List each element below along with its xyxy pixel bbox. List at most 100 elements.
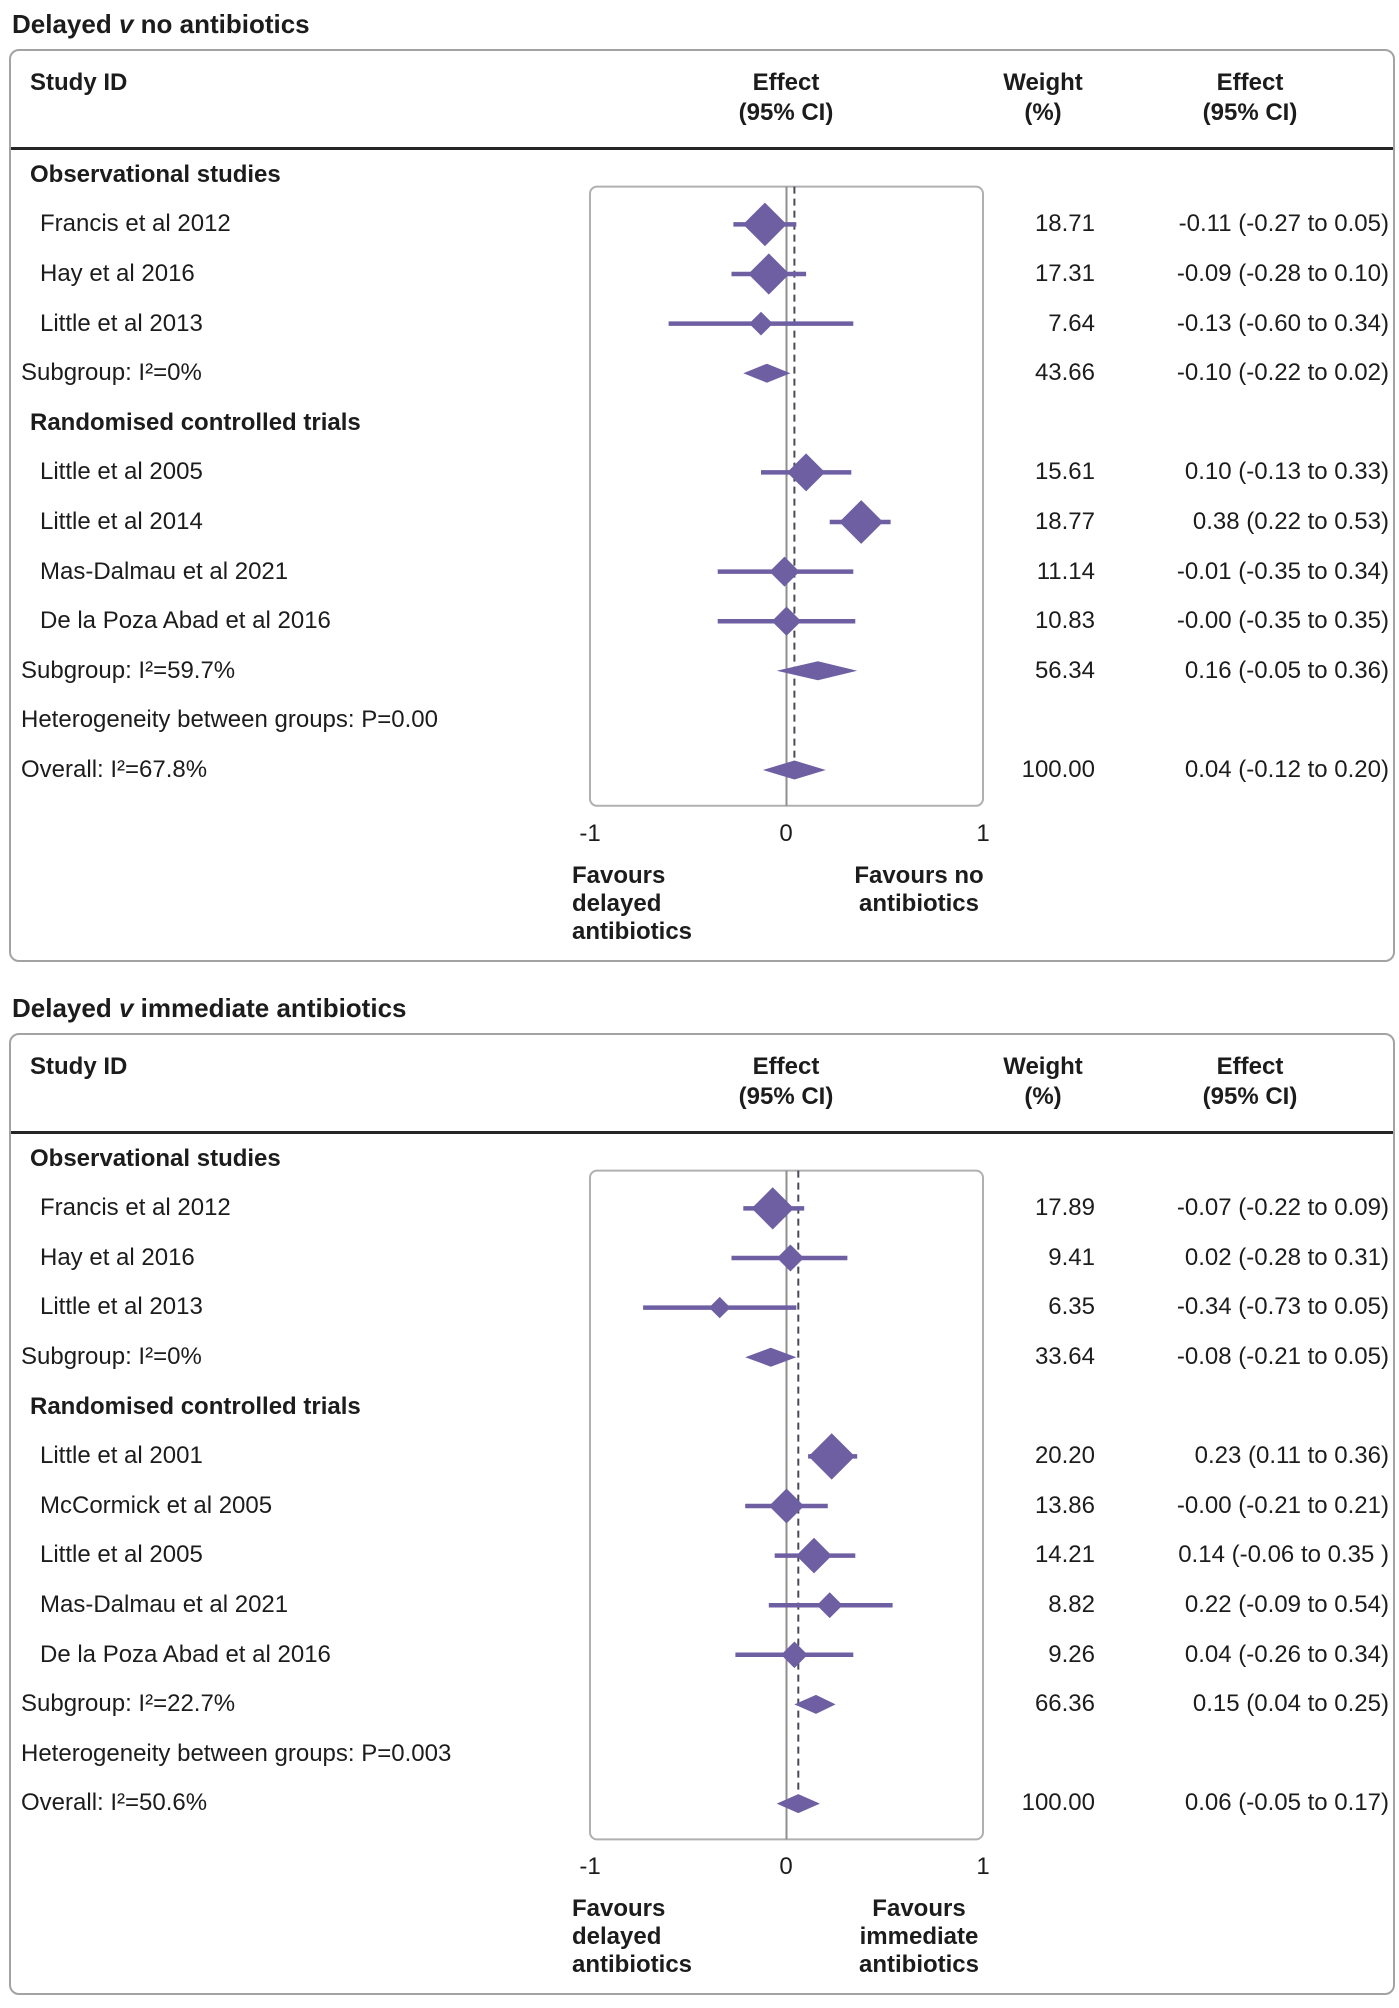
weight-value: 6.35 xyxy=(1048,1293,1095,1321)
weight-value: 8.82 xyxy=(1048,1590,1095,1618)
row-label: Overall: I²=50.6% xyxy=(21,1789,208,1817)
row-label: Subgroup: I²=0% xyxy=(21,1342,202,1370)
row-label: Subgroup: I²=22.7% xyxy=(21,1690,236,1718)
study-diamond xyxy=(768,1488,804,1524)
axis-tick-zero: 0 xyxy=(779,819,793,847)
overall-row: Overall: I²=50.6% 100.00 0.06 (-0.05 to 0.… xyxy=(11,1779,1393,1829)
effect-ci-value: -0.34 (-0.73 to 0.05) xyxy=(1176,1293,1389,1321)
header-study-id: Study ID xyxy=(30,1052,128,1080)
header-rule xyxy=(11,147,1393,150)
section-header-row: Observational studies xyxy=(11,1134,1393,1184)
weight-value: 100.00 xyxy=(1021,755,1095,783)
row-label: Overall: I²=67.8% xyxy=(21,755,208,783)
forest-plot-figure: Delayed v no antibiotics Study ID Effect… xyxy=(0,8,1399,1996)
header-rule xyxy=(11,1130,1393,1134)
panel-title-pre: Delayed xyxy=(12,9,119,39)
header-effect-ci: Effect (95% CI) xyxy=(1202,1052,1298,1110)
study-row: Little et al 2014 18.77 0.38 (0.22 to 0.53… xyxy=(11,497,1393,547)
weight-value: 17.89 xyxy=(1034,1194,1095,1222)
favours-labels: Favours delayed antibiotics Favours no a… xyxy=(11,852,1393,952)
row-label: Hay et al 2016 xyxy=(40,259,195,287)
row-label: Francis et al 2012 xyxy=(40,1194,231,1222)
panel-title-v: v xyxy=(118,9,134,39)
effect-ci-value: -0.07 (-0.22 to 0.09) xyxy=(1176,1194,1389,1222)
row-label: Little et al 2013 xyxy=(40,309,203,337)
panel-delayed-vs-no-antibiotics: Delayed v no antibiotics Study ID Effect… xyxy=(0,8,1399,962)
weight-value: 17.31 xyxy=(1034,259,1095,287)
row-label: Heterogeneity between groups: P=0.003 xyxy=(21,1739,452,1767)
row-list: Observational studies Francis et al 2012 1… xyxy=(11,150,1393,795)
effect-ci-value: -0.10 (-0.22 to 0.02) xyxy=(1176,359,1389,387)
section-header-row: Observational studies xyxy=(11,150,1393,200)
section-header-row: Randomised controlled trials xyxy=(11,398,1393,448)
effect-ci-value: 0.16 (-0.05 to 0.36) xyxy=(1184,656,1389,684)
weight-value: 9.26 xyxy=(1048,1640,1095,1668)
x-axis: -1 0 1 xyxy=(11,814,1393,852)
row-label: Observational studies xyxy=(30,1144,281,1172)
header-effect-plot: Effect (95% CI) xyxy=(738,69,834,126)
row-list: Observational studies Francis et al 2012 1… xyxy=(11,1134,1393,1828)
study-row: McCormick et al 2005 13.86 -0.00 (-0.21 to… xyxy=(11,1481,1393,1531)
panel-title-v: v xyxy=(118,992,134,1023)
study-row: De la Poza Abad et al 2016 10.83 -0.00 (-0… xyxy=(11,596,1393,646)
subgroup-row: Subgroup: I²=0% 43.66 -0.10 (-0.22 to 0.02… xyxy=(11,348,1393,398)
axis-tick-plus1: 1 xyxy=(976,819,990,847)
effect-ci-value: 0.04 (-0.26 to 0.34) xyxy=(1184,1640,1389,1668)
study-diamond xyxy=(743,202,787,247)
row-label: De la Poza Abad et al 2016 xyxy=(40,1640,331,1668)
study-row: Francis et al 2012 18.71 -0.11 (-0.27 to 0… xyxy=(11,200,1393,250)
overall-diamond xyxy=(776,1793,820,1813)
subgroup-diamond xyxy=(743,363,791,383)
weight-value: 20.20 xyxy=(1034,1442,1095,1470)
favours-right-label: Favours immediate antibiotics xyxy=(858,1895,980,1979)
subgroup-diamond xyxy=(794,1694,836,1714)
weight-value: 11.14 xyxy=(1036,557,1095,585)
effect-ci-value: 0.38 (0.22 to 0.53) xyxy=(1192,507,1389,535)
row-label: Little et al 2014 xyxy=(40,507,203,535)
panel-title-post: no antibiotics xyxy=(133,9,310,39)
header-effect-ci: Effect (95% CI) xyxy=(1202,69,1298,126)
subgroup-diamond xyxy=(776,661,858,681)
weight-value: 66.36 xyxy=(1034,1690,1095,1718)
axis-tick-zero: 0 xyxy=(779,1853,793,1881)
forest-plot-svg xyxy=(589,185,984,807)
row-label: De la Poza Abad et al 2016 xyxy=(40,607,331,635)
axis-tick-minus1: -1 xyxy=(579,1853,601,1881)
study-row: Little et al 2005 14.21 0.14 (-0.06 to 0.3… xyxy=(11,1531,1393,1581)
weight-value: 33.64 xyxy=(1034,1342,1095,1370)
forest-plot-svg xyxy=(589,1169,984,1841)
subgroup-row: Subgroup: I²=59.7% 56.34 0.16 (-0.05 to 0.… xyxy=(11,646,1393,696)
effect-ci-value: 0.14 (-0.06 to 0.35 ) xyxy=(1178,1541,1389,1569)
header-study-id: Study ID xyxy=(30,69,128,96)
study-diamond xyxy=(816,1592,843,1618)
weight-value: 18.71 xyxy=(1034,210,1095,238)
plot-area: Observational studies Francis et al 2012 1… xyxy=(11,1134,1393,1847)
header-effect-plot: Effect (95% CI) xyxy=(738,1052,834,1110)
panel-delayed-vs-immediate-antibiotics: Delayed v immediate antibiotics Study ID… xyxy=(0,992,1399,1996)
effect-ci-value: -0.00 (-0.35 to 0.35) xyxy=(1176,607,1389,635)
row-label: Mas-Dalmau et al 2021 xyxy=(40,1590,289,1618)
study-row: Hay et al 2016 17.31 -0.09 (-0.28 to 0.10) xyxy=(11,249,1393,299)
favours-right-label: Favours no antibiotics xyxy=(854,861,984,917)
overall-diamond xyxy=(762,760,826,780)
row-label: Little et al 2001 xyxy=(40,1442,203,1470)
weight-value: 15.61 xyxy=(1034,458,1095,486)
row-label: Heterogeneity between groups: P=0.00 xyxy=(21,706,438,734)
weight-value: 14.21 xyxy=(1034,1541,1095,1569)
weight-value: 56.34 xyxy=(1034,656,1095,684)
effect-ci-value: 0.10 (-0.13 to 0.33) xyxy=(1184,458,1389,486)
study-row: Little et al 2013 7.64 -0.13 (-0.60 to 0.3… xyxy=(11,299,1393,349)
effect-ci-value: 0.06 (-0.05 to 0.17) xyxy=(1184,1789,1389,1817)
effect-ci-value: -0.09 (-0.28 to 0.10) xyxy=(1176,259,1389,287)
weight-value: 13.86 xyxy=(1034,1491,1095,1519)
row-label: Little et al 2005 xyxy=(40,1541,203,1569)
subgroup-row: Subgroup: I²=0% 33.64 -0.08 (-0.21 to 0.05… xyxy=(11,1332,1393,1382)
study-row: Little et al 2001 20.20 0.23 (0.11 to 0.36… xyxy=(11,1431,1393,1481)
study-row: Little et al 2005 15.61 0.10 (-0.13 to 0.3… xyxy=(11,448,1393,498)
header-weight: Weight (%) xyxy=(1003,1052,1083,1110)
row-label: Francis et al 2012 xyxy=(40,210,231,238)
study-row: Little et al 2013 6.35 -0.34 (-0.73 to 0.0… xyxy=(11,1283,1393,1333)
row-label: Little et al 2013 xyxy=(40,1293,203,1321)
row-label: Subgroup: I²=0% xyxy=(21,359,202,387)
column-headers: Study ID Effect (95% CI) Weight (%) Effe… xyxy=(11,51,1393,147)
